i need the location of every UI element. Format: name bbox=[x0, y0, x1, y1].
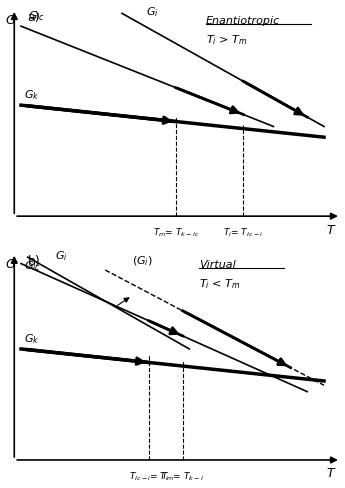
Text: $G_{lc}$: $G_{lc}$ bbox=[24, 258, 41, 272]
Text: T$_m$= T$_{k-lc}$: T$_m$= T$_{k-lc}$ bbox=[152, 226, 199, 239]
Text: T: T bbox=[326, 467, 334, 479]
Text: T$_{lc-i}$= T$_i$: T$_{lc-i}$= T$_i$ bbox=[129, 469, 169, 482]
Text: $G_k$: $G_k$ bbox=[24, 88, 40, 102]
Text: $G_i$: $G_i$ bbox=[146, 5, 158, 19]
Text: a): a) bbox=[28, 11, 40, 24]
Text: $G_{lc}$: $G_{lc}$ bbox=[28, 10, 45, 23]
Text: T: T bbox=[326, 223, 334, 236]
Text: T$_i$ > T$_m$: T$_i$ > T$_m$ bbox=[206, 34, 248, 47]
Text: G: G bbox=[6, 14, 16, 27]
Text: Virtual: Virtual bbox=[199, 260, 236, 270]
Text: T$_m$= T$_{k-l}$: T$_m$= T$_{k-l}$ bbox=[161, 469, 204, 482]
Text: Enantiotropic: Enantiotropic bbox=[206, 17, 280, 26]
Text: G: G bbox=[6, 258, 16, 271]
Text: T$_i$ < T$_m$: T$_i$ < T$_m$ bbox=[199, 277, 241, 290]
Text: $(G_i)$: $(G_i)$ bbox=[132, 254, 153, 268]
Text: T$_i$= T$_{lc-i}$: T$_i$= T$_{lc-i}$ bbox=[223, 226, 263, 239]
Text: b): b) bbox=[28, 254, 40, 267]
Text: $G_i$: $G_i$ bbox=[55, 249, 67, 263]
Text: $G_k$: $G_k$ bbox=[24, 332, 40, 346]
